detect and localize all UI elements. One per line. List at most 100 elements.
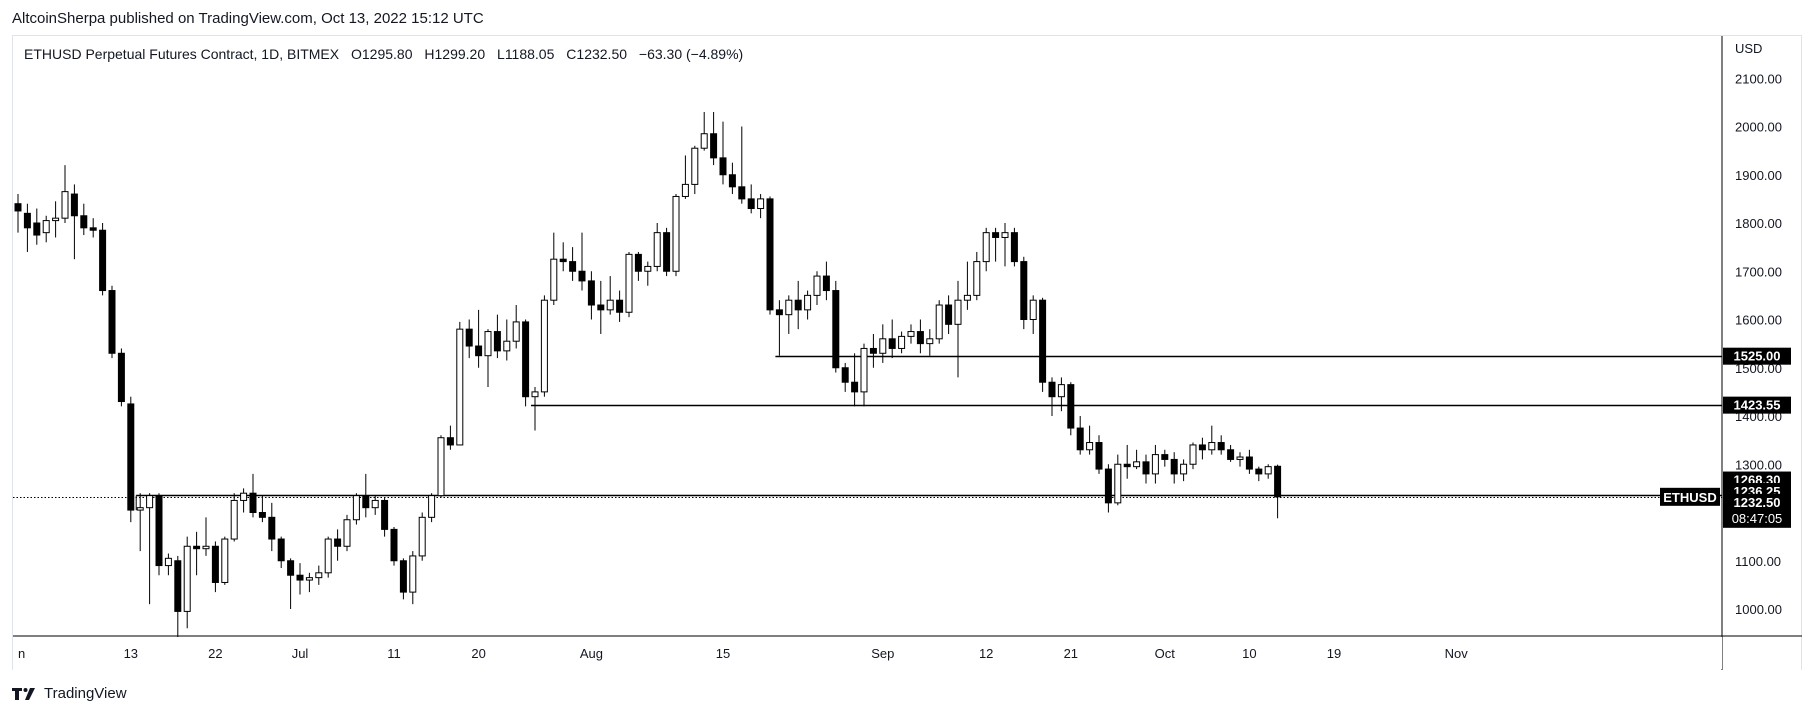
candle-up — [1114, 463, 1122, 504]
candle-up — [672, 195, 680, 272]
candle-down — [616, 299, 624, 313]
time-tick-label: 22 — [208, 646, 222, 661]
candle-up — [52, 217, 60, 222]
low-label: L — [497, 46, 505, 62]
price-badge-label: 1525.00 — [1734, 349, 1781, 364]
candle-up — [1133, 461, 1141, 468]
candle-down — [80, 215, 88, 229]
footer: TradingView — [12, 685, 127, 702]
candle-up — [315, 572, 323, 579]
time-tick-label: Aug — [580, 646, 603, 661]
ohlc-legend: ETHUSD Perpetual Futures Contract, 1D, B… — [24, 46, 751, 62]
candle-down — [1048, 381, 1056, 398]
candle-down — [1067, 384, 1075, 429]
candle-up — [757, 198, 765, 210]
symbol-description: ETHUSD Perpetual Futures Contract, 1D, B… — [24, 46, 340, 62]
candle-down — [1170, 458, 1178, 475]
candle-down — [916, 331, 924, 345]
candle-up — [1001, 232, 1009, 238]
candle-down — [522, 321, 530, 398]
candle-up — [606, 299, 614, 311]
price-tick-label: 2100.00 — [1735, 71, 1782, 86]
time-tick-label: 20 — [471, 646, 485, 661]
candle-down — [89, 227, 97, 231]
candle-down — [127, 403, 135, 511]
candle-up — [898, 335, 906, 349]
candle-up — [982, 232, 990, 263]
candle-up — [973, 261, 981, 296]
candle-down — [728, 174, 736, 188]
price-badge-background — [1723, 493, 1791, 528]
price-badge-background — [1723, 396, 1791, 414]
candle-down — [268, 516, 276, 540]
candle-down — [1142, 461, 1150, 475]
candle-down — [869, 347, 877, 354]
candle-down — [155, 495, 163, 567]
candle-down — [597, 304, 605, 311]
candle-down — [719, 157, 727, 176]
candle-down — [258, 512, 266, 518]
tradingview-logo-icon — [12, 687, 35, 700]
candle-up — [1086, 442, 1094, 451]
candle-down — [747, 198, 755, 210]
candle-up — [1264, 466, 1272, 475]
candle-down — [1274, 465, 1282, 498]
high-value: 1299.20 — [434, 46, 486, 62]
candle-up — [305, 577, 313, 581]
candle-up — [409, 555, 417, 593]
candle-down — [334, 538, 342, 547]
candle-up — [963, 294, 971, 301]
candle-down — [1227, 449, 1235, 460]
candle-down — [211, 545, 219, 583]
candle-up — [531, 391, 539, 398]
time-tick-label: 19 — [1327, 646, 1341, 661]
candle-up — [512, 321, 520, 342]
candle-down — [578, 270, 586, 282]
candle-up — [437, 437, 445, 497]
candle-up — [804, 294, 812, 311]
price-tick-label: 1800.00 — [1735, 216, 1782, 231]
candle-up — [1029, 299, 1037, 321]
candle-down — [381, 499, 389, 530]
candle-up — [183, 545, 191, 612]
candle-up — [1208, 442, 1216, 451]
time-tick-label: 12 — [979, 646, 993, 661]
candle-down — [1245, 456, 1253, 470]
candle-up — [136, 507, 144, 511]
candle-down — [1076, 427, 1084, 451]
candle-up — [879, 338, 887, 354]
candle-down — [1217, 442, 1225, 451]
candle-down — [117, 352, 125, 403]
time-tick-label: n — [18, 646, 25, 661]
candle-down — [822, 275, 830, 292]
price-badge-label: 1423.55 — [1734, 398, 1781, 413]
open-value: 1295.80 — [361, 46, 413, 62]
high-label: H — [424, 46, 435, 62]
chart-frame — [12, 35, 1802, 670]
candle-up — [484, 331, 492, 357]
candle-down — [108, 290, 116, 354]
symbol-badge-label: ETHUSD — [1663, 490, 1716, 505]
candle-up — [907, 331, 915, 337]
candle-down — [70, 193, 78, 217]
candle-down — [33, 222, 41, 236]
candle-up — [700, 133, 708, 149]
candle-down — [841, 367, 849, 383]
candle-up — [456, 328, 464, 446]
candle-down — [390, 528, 398, 562]
candle-down — [663, 232, 671, 272]
candle-up — [1180, 463, 1188, 475]
candle-up — [418, 516, 426, 557]
candle-up — [935, 304, 943, 340]
price-tick-label: 1000.00 — [1735, 602, 1782, 617]
candle-down — [1161, 454, 1169, 460]
candle-down — [559, 258, 567, 263]
time-tick-label: Oct — [1155, 646, 1176, 661]
candle-down — [399, 560, 407, 593]
candle-up — [625, 253, 633, 313]
candle-down — [99, 229, 107, 292]
candle-up — [1057, 384, 1065, 398]
time-axis-background — [14, 637, 1722, 669]
candle-down — [296, 574, 304, 581]
